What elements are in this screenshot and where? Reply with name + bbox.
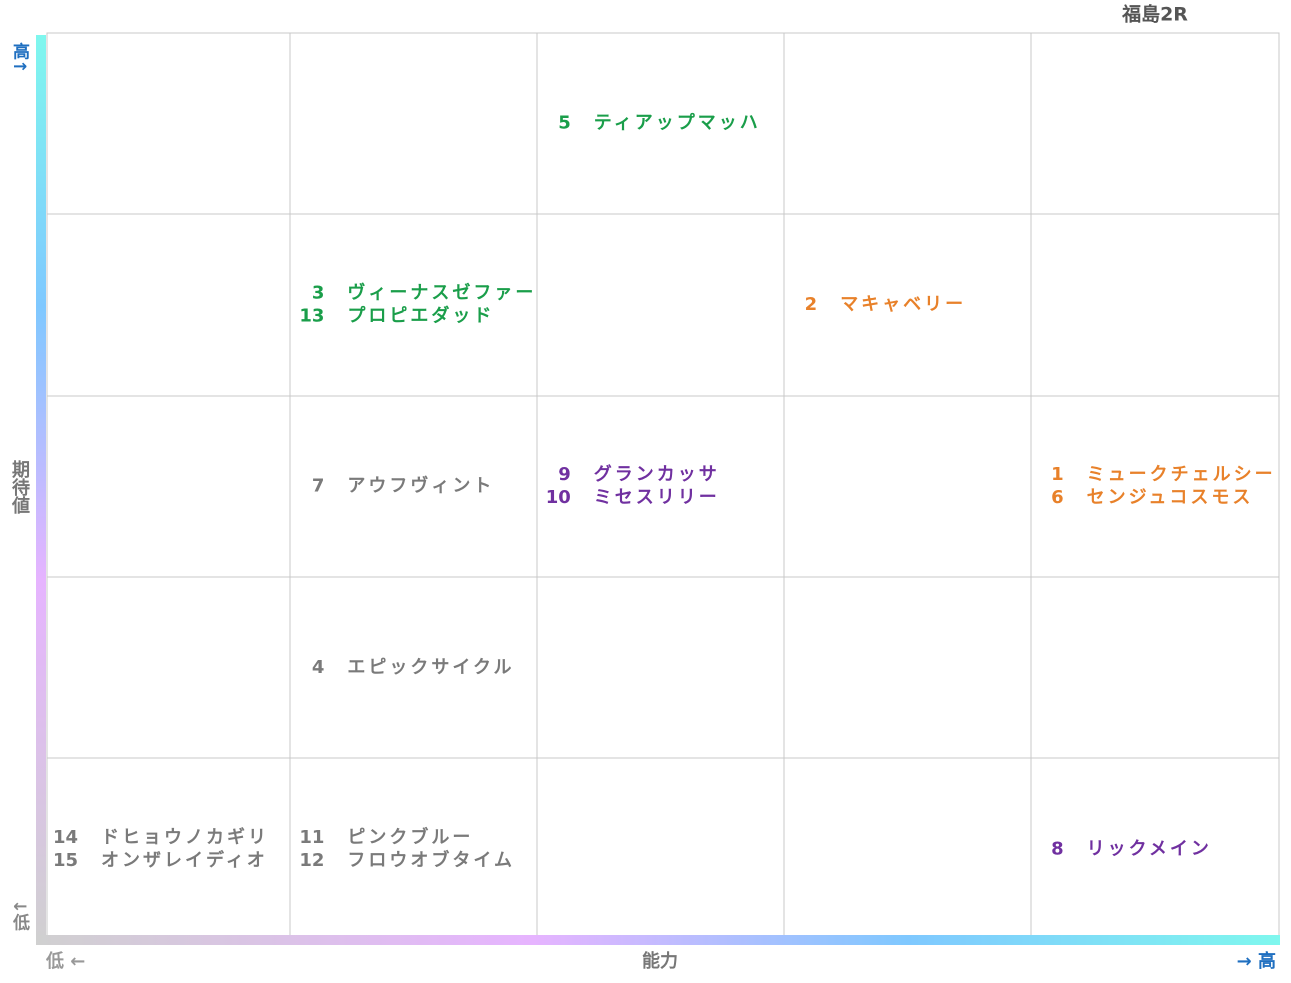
entry-name: ミュークチェルシー [1087, 464, 1276, 485]
entry-number: 3 [312, 283, 325, 304]
entry-name: ピンクブルー [347, 826, 473, 848]
entry-name: ドヒョウノカギリ [101, 827, 269, 848]
y-axis-label: 期待値 [9, 460, 31, 515]
entry-name: センジュコスモス [1087, 487, 1254, 508]
entry-number: 13 [299, 306, 324, 327]
entry-number: 8 [1051, 838, 1064, 859]
entry-number: 14 [53, 827, 78, 848]
entry-number: 11 [299, 827, 324, 848]
entry-name: エピックサイクル [347, 657, 514, 678]
entry-number: 4 [312, 657, 325, 678]
y-low-label: ↓低 [9, 899, 31, 931]
entry-name: リックメイン [1087, 838, 1212, 859]
y-axis-arrow [36, 35, 46, 943]
y-high-label: 高↑ [9, 41, 30, 73]
entry-number: 2 [805, 294, 818, 315]
entry-number: 9 [558, 464, 571, 485]
entry-name: オンザレイディオ [101, 849, 268, 871]
x-axis-label: 能力 [642, 950, 678, 972]
entry-name: プロピエダッド [347, 305, 494, 327]
entry-number: 1 [1051, 464, 1064, 485]
x-low-label: 低 ← [45, 950, 85, 972]
entry-name: ティアップマッハ [594, 112, 761, 134]
entry-number: 12 [299, 850, 324, 871]
entry-number: 15 [53, 850, 78, 871]
entry-number: 6 [1051, 487, 1064, 508]
entry-name: アウフヴィント [347, 475, 494, 497]
x-axis-arrow [36, 935, 1280, 945]
entry-number: 5 [558, 113, 571, 134]
entry-name: フロウオブタイム [347, 849, 515, 871]
entry-name: マキャベリー [840, 294, 966, 315]
entry-name: ミセスリリー [594, 487, 720, 508]
x-high-label: → 高 [1237, 950, 1276, 972]
entry-number: 7 [312, 476, 325, 497]
title: 福島2R [1121, 3, 1188, 26]
entry-name: グランカッサ [594, 463, 720, 485]
entry-number: 10 [546, 487, 571, 508]
entry-name: ヴィーナスゼファー [347, 282, 536, 304]
